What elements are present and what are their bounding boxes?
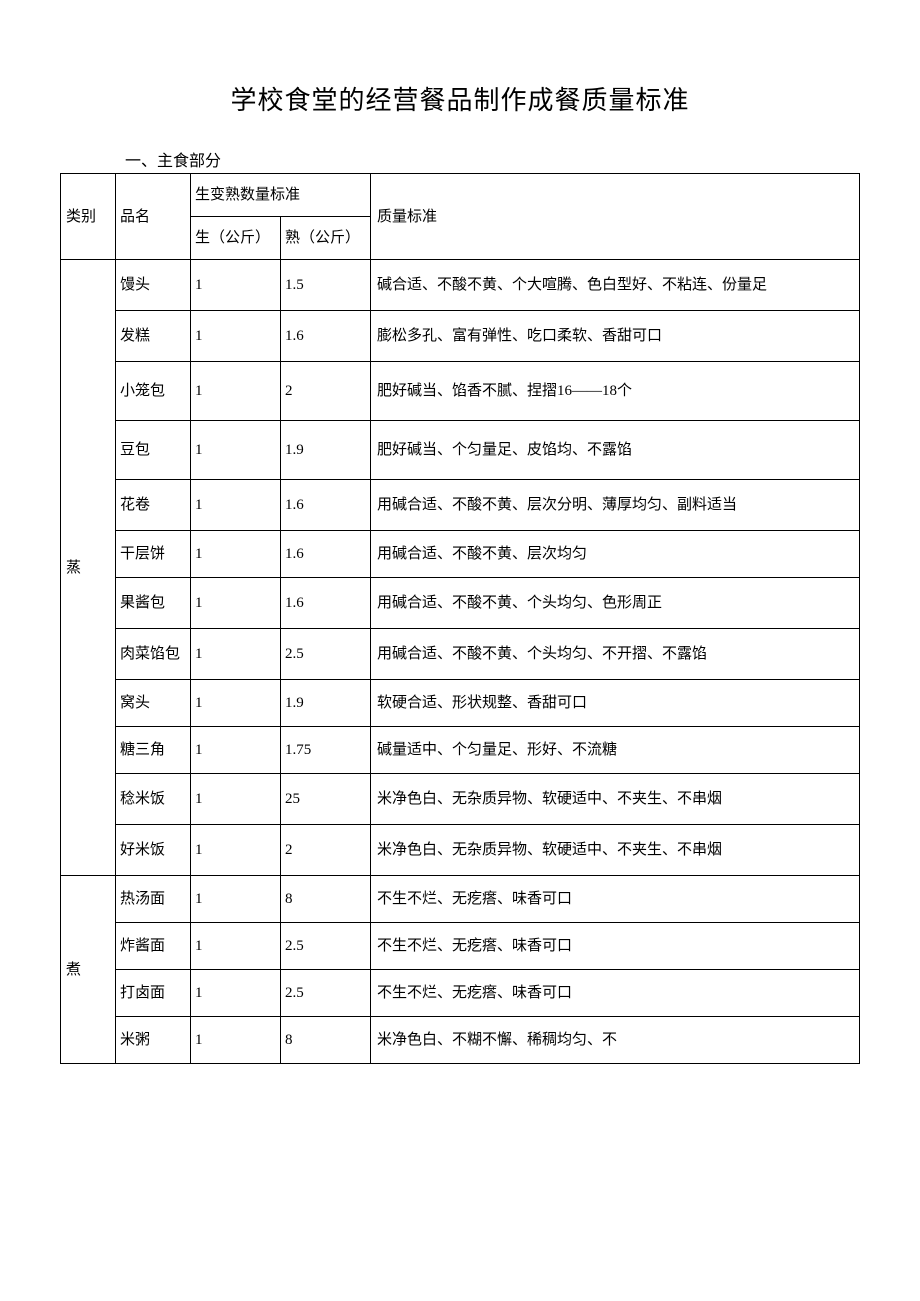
cell-name: 肉菜馅包: [116, 629, 191, 680]
cell-name: 窝头: [116, 680, 191, 727]
cell-raw: 1: [191, 727, 281, 774]
table-row: 米粥 1 8 米净色白、不糊不懈、稀稠均匀、不: [61, 1017, 860, 1064]
cell-quality: 用碱合适、不酸不黄、个头均匀、不开摺、不露馅: [371, 629, 860, 680]
cell-quality: 米净色白、无杂质异物、软硬适中、不夹生、不串烟: [371, 825, 860, 876]
header-cooked: 熟（公斤）: [281, 217, 371, 260]
header-category: 类别: [61, 174, 116, 260]
food-standards-table: 类别 品名 生变熟数量标准 质量标准 生（公斤） 熟（公斤） 蒸 馒头 1 1.…: [60, 173, 860, 1064]
category-label-steam: 蒸: [61, 260, 116, 876]
cell-quality: 米净色白、无杂质异物、软硬适中、不夹生、不串烟: [371, 774, 860, 825]
cell-raw: 1: [191, 825, 281, 876]
cell-raw: 1: [191, 362, 281, 421]
cell-name: 小笼包: [116, 362, 191, 421]
cell-name: 豆包: [116, 421, 191, 480]
cell-cooked: 8: [281, 1017, 371, 1064]
table-row: 发糕 1 1.6 膨松多孔、富有弹性、吃口柔软、香甜可口: [61, 311, 860, 362]
cell-quality: 软硬合适、形状规整、香甜可口: [371, 680, 860, 727]
cell-cooked: 2.5: [281, 923, 371, 970]
cell-quality: 用碱合适、不酸不黄、个头均匀、色形周正: [371, 578, 860, 629]
cell-cooked: 2: [281, 825, 371, 876]
cell-cooked: 2: [281, 362, 371, 421]
section-heading: 一、主食部分: [125, 147, 860, 171]
table-row: 糖三角 1 1.75 碱量适中、个匀量足、形好、不流糖: [61, 727, 860, 774]
cell-name: 好米饭: [116, 825, 191, 876]
cell-raw: 1: [191, 774, 281, 825]
table-row: 煮 热汤面 1 8 不生不烂、无疙瘩、味香可口: [61, 876, 860, 923]
table-row: 小笼包 1 2 肥好碱当、馅香不腻、捏摺16——18个: [61, 362, 860, 421]
cell-quality: 碱量适中、个匀量足、形好、不流糖: [371, 727, 860, 774]
cell-raw: 1: [191, 970, 281, 1017]
cell-quality: 碱合适、不酸不黄、个大喧腾、色白型好、不粘连、份量足: [371, 260, 860, 311]
cell-quality: 不生不烂、无疙瘩、味香可口: [371, 970, 860, 1017]
cell-cooked: 1.6: [281, 531, 371, 578]
table-row: 好米饭 1 2 米净色白、无杂质异物、软硬适中、不夹生、不串烟: [61, 825, 860, 876]
cell-cooked: 25: [281, 774, 371, 825]
cell-raw: 1: [191, 876, 281, 923]
header-quality: 质量标准: [371, 174, 860, 260]
cell-raw: 1: [191, 578, 281, 629]
cell-quality: 不生不烂、无疙瘩、味香可口: [371, 876, 860, 923]
cell-raw: 1: [191, 680, 281, 727]
cell-cooked: 1.6: [281, 480, 371, 531]
table-row: 果酱包 1 1.6 用碱合适、不酸不黄、个头均匀、色形周正: [61, 578, 860, 629]
cell-quality: 肥好碱当、馅香不腻、捏摺16——18个: [371, 362, 860, 421]
table-row: 窝头 1 1.9 软硬合适、形状规整、香甜可口: [61, 680, 860, 727]
cell-quality: 膨松多孔、富有弹性、吃口柔软、香甜可口: [371, 311, 860, 362]
cell-name: 稔米饭: [116, 774, 191, 825]
cell-name: 果酱包: [116, 578, 191, 629]
cell-raw: 1: [191, 260, 281, 311]
table-row: 蒸 馒头 1 1.5 碱合适、不酸不黄、个大喧腾、色白型好、不粘连、份量足: [61, 260, 860, 311]
cell-name: 馒头: [116, 260, 191, 311]
table-row: 花卷 1 1.6 用碱合适、不酸不黄、层次分明、薄厚均匀、副料适当: [61, 480, 860, 531]
cell-raw: 1: [191, 421, 281, 480]
table-row: 稔米饭 1 25 米净色白、无杂质异物、软硬适中、不夹生、不串烟: [61, 774, 860, 825]
table-row: 干层饼 1 1.6 用碱合适、不酸不黄、层次均匀: [61, 531, 860, 578]
cell-quality: 用碱合适、不酸不黄、层次均匀: [371, 531, 860, 578]
cell-cooked: 2.5: [281, 629, 371, 680]
cell-name: 花卷: [116, 480, 191, 531]
header-conversion-group: 生变熟数量标准: [191, 174, 371, 217]
cell-raw: 1: [191, 311, 281, 362]
table-row: 炸酱面 1 2.5 不生不烂、无疙瘩、味香可口: [61, 923, 860, 970]
cell-name: 糖三角: [116, 727, 191, 774]
table-row: 豆包 1 1.9 肥好碱当、个匀量足、皮馅均、不露馅: [61, 421, 860, 480]
cell-name: 米粥: [116, 1017, 191, 1064]
cell-raw: 1: [191, 480, 281, 531]
cell-cooked: 1.9: [281, 421, 371, 480]
cell-quality: 肥好碱当、个匀量足、皮馅均、不露馅: [371, 421, 860, 480]
cell-raw: 1: [191, 531, 281, 578]
cell-cooked: 8: [281, 876, 371, 923]
cell-cooked: 1.9: [281, 680, 371, 727]
table-row: 打卤面 1 2.5 不生不烂、无疙瘩、味香可口: [61, 970, 860, 1017]
header-raw: 生（公斤）: [191, 217, 281, 260]
header-name: 品名: [116, 174, 191, 260]
cell-cooked: 1.75: [281, 727, 371, 774]
cell-cooked: 1.6: [281, 578, 371, 629]
cell-raw: 1: [191, 629, 281, 680]
cell-quality: 不生不烂、无疙瘩、味香可口: [371, 923, 860, 970]
cell-cooked: 2.5: [281, 970, 371, 1017]
cell-name: 打卤面: [116, 970, 191, 1017]
cell-cooked: 1.5: [281, 260, 371, 311]
category-label-boil: 煮: [61, 876, 116, 1064]
cell-quality: 用碱合适、不酸不黄、层次分明、薄厚均匀、副料适当: [371, 480, 860, 531]
cell-name: 热汤面: [116, 876, 191, 923]
cell-name: 干层饼: [116, 531, 191, 578]
cell-raw: 1: [191, 1017, 281, 1064]
table-header-row-1: 类别 品名 生变熟数量标准 质量标准: [61, 174, 860, 217]
cell-name: 发糕: [116, 311, 191, 362]
page-title: 学校食堂的经营餐品制作成餐质量标准: [60, 80, 860, 117]
cell-raw: 1: [191, 923, 281, 970]
table-row: 肉菜馅包 1 2.5 用碱合适、不酸不黄、个头均匀、不开摺、不露馅: [61, 629, 860, 680]
cell-quality: 米净色白、不糊不懈、稀稠均匀、不: [371, 1017, 860, 1064]
cell-cooked: 1.6: [281, 311, 371, 362]
cell-name: 炸酱面: [116, 923, 191, 970]
